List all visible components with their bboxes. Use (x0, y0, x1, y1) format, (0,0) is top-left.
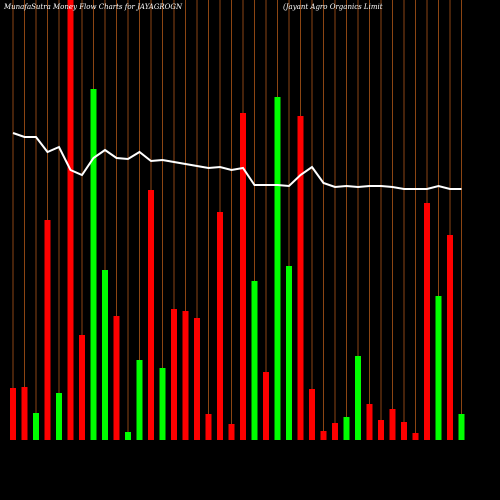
bars (10, 0, 465, 440)
chart-subtitle: (Jayant Agro Organics Limit (283, 3, 383, 11)
bar (21, 387, 28, 440)
bar (102, 270, 108, 440)
bar (171, 309, 177, 440)
bar (343, 417, 350, 440)
bar (297, 116, 304, 440)
bar (113, 316, 120, 440)
bar (320, 431, 327, 440)
bar (458, 414, 465, 440)
bar (389, 409, 396, 440)
bar (435, 296, 442, 440)
bar (194, 318, 200, 440)
bar (217, 212, 223, 440)
bar (67, 0, 74, 440)
bar (355, 356, 361, 440)
bar (274, 97, 281, 440)
bar (10, 388, 16, 440)
bar (148, 190, 154, 440)
bar (33, 413, 39, 440)
line-layer (12, 132, 462, 190)
category-lines (12, 0, 462, 440)
bar (56, 393, 62, 440)
bar (332, 423, 338, 440)
bar (136, 360, 143, 440)
bar (366, 404, 373, 440)
bar (286, 266, 292, 440)
bar (90, 89, 97, 440)
bar (424, 203, 430, 440)
bar (159, 368, 166, 440)
bar (251, 281, 258, 440)
bar (412, 433, 419, 440)
money-flow-line (12, 132, 462, 190)
bar (228, 424, 235, 440)
bar (447, 235, 453, 440)
bar (240, 113, 246, 440)
bar (205, 414, 212, 440)
chart-title: MunafaSutra Money Flow Charts for JAYAGR… (3, 3, 183, 11)
bar (182, 311, 189, 440)
bar (79, 335, 85, 440)
bar (44, 220, 51, 440)
bar (401, 422, 407, 440)
bar (309, 389, 315, 440)
bar (378, 420, 384, 440)
bar (125, 432, 131, 440)
bar (263, 372, 269, 440)
